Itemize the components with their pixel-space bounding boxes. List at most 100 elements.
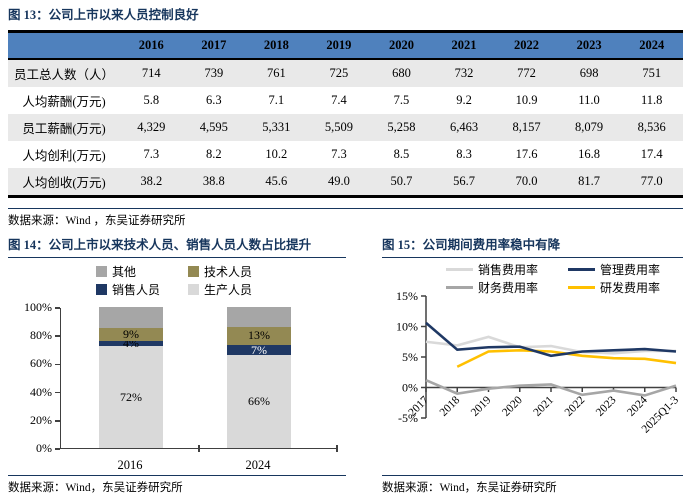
table-cell: 16.8 xyxy=(578,147,601,161)
table-year-header: 2023 xyxy=(576,38,602,52)
bar-segment-label: 7% xyxy=(251,342,267,357)
y-axis-tick-label: 15% xyxy=(396,289,418,303)
table-cell: 10.9 xyxy=(515,93,538,107)
legend-line-swatch-icon xyxy=(446,268,473,271)
table-year-header: 2022 xyxy=(514,38,540,52)
table-year-header: 2024 xyxy=(639,38,665,52)
table-cell: 772 xyxy=(517,66,536,80)
bar-segment-label: 66% xyxy=(248,393,270,408)
stacked-bar: 72% 4% 9% xyxy=(99,307,163,448)
table-cell: 81.7 xyxy=(578,174,601,188)
bar-segment: 7% xyxy=(227,342,291,357)
table-row-label: 人均创利(万元) xyxy=(22,149,106,163)
table-corner-cell xyxy=(8,32,120,60)
bar-chart-legend: 其他 技术人员销售人员 生产人员 xyxy=(96,263,252,298)
table-cell: 8,157 xyxy=(512,120,541,134)
table-row-label: 员工总人数（人） xyxy=(13,68,114,82)
table-row-label: 员工薪酬(万元) xyxy=(22,122,106,136)
x-axis-tick xyxy=(198,445,200,452)
table-cell: 10.2 xyxy=(265,147,288,161)
table-year-header: 2020 xyxy=(388,38,414,52)
bar-chart-plot-area: 72% 4% 9% 66% 7% 13% xyxy=(60,307,338,452)
table-cell: 5.8 xyxy=(143,93,160,107)
bar-segment xyxy=(227,307,291,327)
figure-15-title: 图 15：公司期间费用率稳中有降 xyxy=(382,238,561,252)
table-cell: 38.8 xyxy=(202,174,225,188)
bar-segment-label: 9% xyxy=(123,327,139,341)
y-axis-tick-label: 20% xyxy=(30,412,52,427)
table-cell: 8.2 xyxy=(206,147,222,161)
legend-item: 研发费用率 xyxy=(568,279,660,296)
table-cell: 8,079 xyxy=(575,120,604,134)
legend-swatch-icon xyxy=(188,284,200,295)
legend-swatch-icon xyxy=(96,284,107,295)
stacked-bar-chart: 其他 技术人员 销售人员 生产人员 72% 4% 9% 66% 7% 13% 0% 20% 40% 6… xyxy=(8,260,346,475)
y-axis-tick xyxy=(55,363,60,366)
figure-15: 图 15：公司期间费用率稳中有降 -5% 0% 5% 10% 15% 2017 2018 20… xyxy=(382,236,683,495)
table-cell: 5,331 xyxy=(262,120,291,134)
table-cell: 6.3 xyxy=(206,93,222,107)
table-cell: 7.4 xyxy=(331,93,347,107)
line-chart: -5% 0% 5% 10% 15% 2017 2018 2019 2020 2021 2022 202… xyxy=(382,260,683,475)
legend-label: 技术人员 xyxy=(204,265,253,279)
table-cell: 7.5 xyxy=(393,93,410,107)
figure-13-source: 数据来源：Wind ，东吴证券研究所 xyxy=(8,215,186,227)
line-chart-legend: 销售费用率 管理费用率财务费用率 研发费用率 xyxy=(446,261,660,296)
legend-line-swatch-icon xyxy=(568,286,595,289)
table-year-header: 2021 xyxy=(451,38,477,52)
legend-label: 财务费用率 xyxy=(478,281,539,295)
y-axis-tick-label: 60% xyxy=(30,356,52,371)
x-axis-tick-label: 2018 xyxy=(438,394,463,419)
table-row: 员工总人数（人） 714 739 761 725 680 732 772 698 751 xyxy=(8,59,683,87)
legend-label: 销售人员 xyxy=(112,283,161,297)
bar-segment xyxy=(99,307,163,329)
legend-swatch-icon xyxy=(188,266,200,277)
table-cell: 8.3 xyxy=(456,147,472,161)
legend-label: 销售费用率 xyxy=(478,263,539,277)
divider-under-line-chart xyxy=(382,475,683,476)
bar-segment: 66% xyxy=(227,354,291,448)
y-axis-tick-label: 100% xyxy=(24,300,52,314)
y-axis-tick-label: 10% xyxy=(396,320,418,334)
legend-label: 生产人员 xyxy=(204,283,253,297)
table-cell: 4,595 xyxy=(199,120,228,134)
x-axis-tick xyxy=(336,445,338,452)
figure-15-source: 数据来源：Wind，东吴证券研究所 xyxy=(382,482,557,494)
y-axis-tick xyxy=(55,420,60,422)
figure-13-title: 图 13：公司上市以来人员控制良好 xyxy=(8,8,199,22)
table-row: 员工薪酬(万元) 4,329 4,595 5,331 5,509 5,258 6,463 8,… xyxy=(8,114,683,141)
table-cell: 38.2 xyxy=(140,174,163,188)
legend-line-swatch-icon xyxy=(446,286,473,289)
table-cell: 739 xyxy=(204,66,224,80)
bar-segment: 72% xyxy=(99,346,163,448)
table-cell: 8,536 xyxy=(637,120,666,134)
line-series-财务费用率 xyxy=(425,378,677,397)
table-cell: 732 xyxy=(454,66,474,80)
table-year-header: 2018 xyxy=(263,38,289,52)
y-axis-tick xyxy=(55,391,60,394)
bar-segment: 9% xyxy=(99,327,163,341)
table-cell: 7.1 xyxy=(268,93,285,107)
divider-under-table xyxy=(8,208,683,209)
table-cell: 17.6 xyxy=(515,147,538,161)
bar-segment-label: 13% xyxy=(248,328,270,343)
table-cell: 70.0 xyxy=(515,174,538,188)
table-row: 人均薪酬(万元) 5.8 6.3 7.1 7.4 7.5 9.2 10.9 11.0 11.8 xyxy=(8,87,683,114)
bar-segment-label: 72% xyxy=(120,389,142,404)
legend-item: 生产人员 xyxy=(188,281,252,298)
table-cell: 5,258 xyxy=(387,120,416,134)
table-year-header: 2019 xyxy=(326,38,352,52)
table-cell: 56.7 xyxy=(453,174,475,188)
y-axis-tick-label: 0% xyxy=(36,441,52,455)
table-row: 人均创收(万元) 38.2 38.8 45.6 49.0 50.7 56.7 70.0 81.7… xyxy=(8,168,683,197)
legend-item: 管理费用率 xyxy=(568,261,660,278)
table-cell: 7.3 xyxy=(331,147,347,161)
table-row-label: 人均薪酬(万元) xyxy=(22,95,106,109)
legend-label: 其他 xyxy=(112,265,137,279)
x-axis-tick-label: 2019 xyxy=(469,394,494,419)
x-axis-tick-label: 2017 xyxy=(406,394,431,419)
table-year-header: 2016 xyxy=(138,38,164,52)
y-axis-tick xyxy=(55,448,60,450)
table-cell: 9.2 xyxy=(456,93,472,107)
x-axis-tick-label: 2024 xyxy=(625,394,650,419)
